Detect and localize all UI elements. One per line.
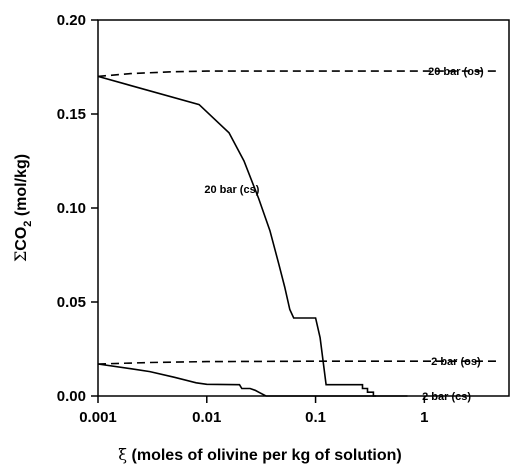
y-tick-label: 0.20 (57, 12, 86, 29)
series-layer (97, 70, 501, 397)
x-tick-label: 1 (420, 409, 428, 426)
ticks: 0.001 0.01 0.1 1 0.00 0.05 0.10 0.15 0.20 (57, 12, 429, 426)
y-axis-base: CO (13, 227, 30, 251)
y-tick-label: 0.15 (57, 106, 86, 123)
y-axis-sigma: Σ (11, 251, 30, 262)
annotations: 20 bar (os) 20 bar (cs) 2 bar (os) 2 bar (c… (204, 66, 484, 403)
y-axis-title: ΣCO2 (mol/kg) (11, 154, 34, 262)
x-axis-symbol: ξ (118, 445, 127, 464)
y-tick-label: 0.00 (57, 388, 86, 405)
series-line-20-bar-os (97, 70, 501, 78)
x-tick-label: 0.001 (79, 409, 117, 426)
series-label: 2 bar (os) (431, 356, 481, 368)
series-label: 20 bar (os) (428, 66, 484, 78)
x-tick-label: 0.01 (192, 409, 221, 426)
series-label: 2 bar (cs) (422, 391, 471, 403)
series-line-2-bar-cs (97, 363, 408, 397)
y-tick-label: 0.10 (57, 200, 86, 217)
series-label: 20 bar (cs) (204, 184, 259, 196)
x-tick-label: 0.1 (305, 409, 326, 426)
y-axis-unit: (mol/kg) (13, 154, 30, 216)
series-line-20-bar-cs (97, 75, 377, 397)
x-axis-title-text: (moles of olivine per kg of solution) (132, 447, 402, 464)
series-line-2-bar-os (97, 360, 501, 365)
y-tick-label: 0.05 (57, 294, 86, 311)
y-axis-subscript: 2 (22, 221, 34, 227)
x-axis-title: ξ (moles of olivine per kg of solution) (118, 445, 402, 464)
